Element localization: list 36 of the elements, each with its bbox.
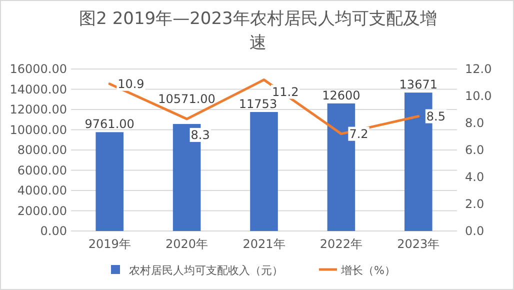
x-tick-label: 2019年	[88, 237, 131, 251]
y-tick-label: 10000.00	[10, 122, 67, 137]
x-tick-label: 2020年	[166, 237, 208, 251]
y-tick-label: 6000.00	[17, 163, 67, 178]
data-label: 10.9	[118, 76, 144, 91]
x-tick-label: 2021年	[242, 237, 286, 251]
legend-label: 增长（%）	[340, 264, 396, 277]
y-tick-label: 14000.00	[10, 82, 67, 96]
y2-tick-label: 6.0	[465, 143, 484, 157]
y2-tick-label: 4.0	[465, 170, 484, 184]
y2-tick-label: 0.0	[465, 224, 484, 238]
data-label: 13671	[399, 78, 438, 92]
y2-tick-label: 12.0	[465, 62, 492, 76]
x-tick-label: 2022年	[320, 237, 362, 251]
data-label: 11753	[238, 97, 278, 111]
y-tick-label: 12000.00	[10, 102, 67, 116]
data-label: 7.2	[349, 126, 368, 141]
y-tick-label: 0.00	[40, 224, 67, 238]
data-label: 10571.00	[158, 92, 216, 106]
bar	[250, 112, 278, 231]
data-label: 11.2	[272, 84, 299, 99]
y2-tick-label: 2.0	[465, 197, 484, 211]
y-tick-label: 4000.00	[17, 184, 67, 198]
bar	[96, 132, 124, 231]
y-tick-label: 8000.00	[17, 143, 67, 157]
y2-tick-label: 10.0	[465, 89, 492, 103]
data-label: 9761.00	[84, 117, 134, 132]
x-tick-label: 2023年	[397, 237, 440, 251]
y-tick-label: 16000.00	[10, 62, 67, 76]
data-label: 8.3	[190, 128, 210, 142]
legend-label: 农村居民人均可支配收入（元）	[129, 264, 283, 277]
chart-title: 图2 2019年—2023年农村居民人均可支配及增速	[78, 8, 438, 55]
y-tick-label: 2000.00	[17, 204, 67, 218]
data-label: 12600	[322, 88, 360, 102]
y2-tick-label: 8.0	[465, 116, 484, 130]
data-label: 8.5	[426, 109, 446, 124]
